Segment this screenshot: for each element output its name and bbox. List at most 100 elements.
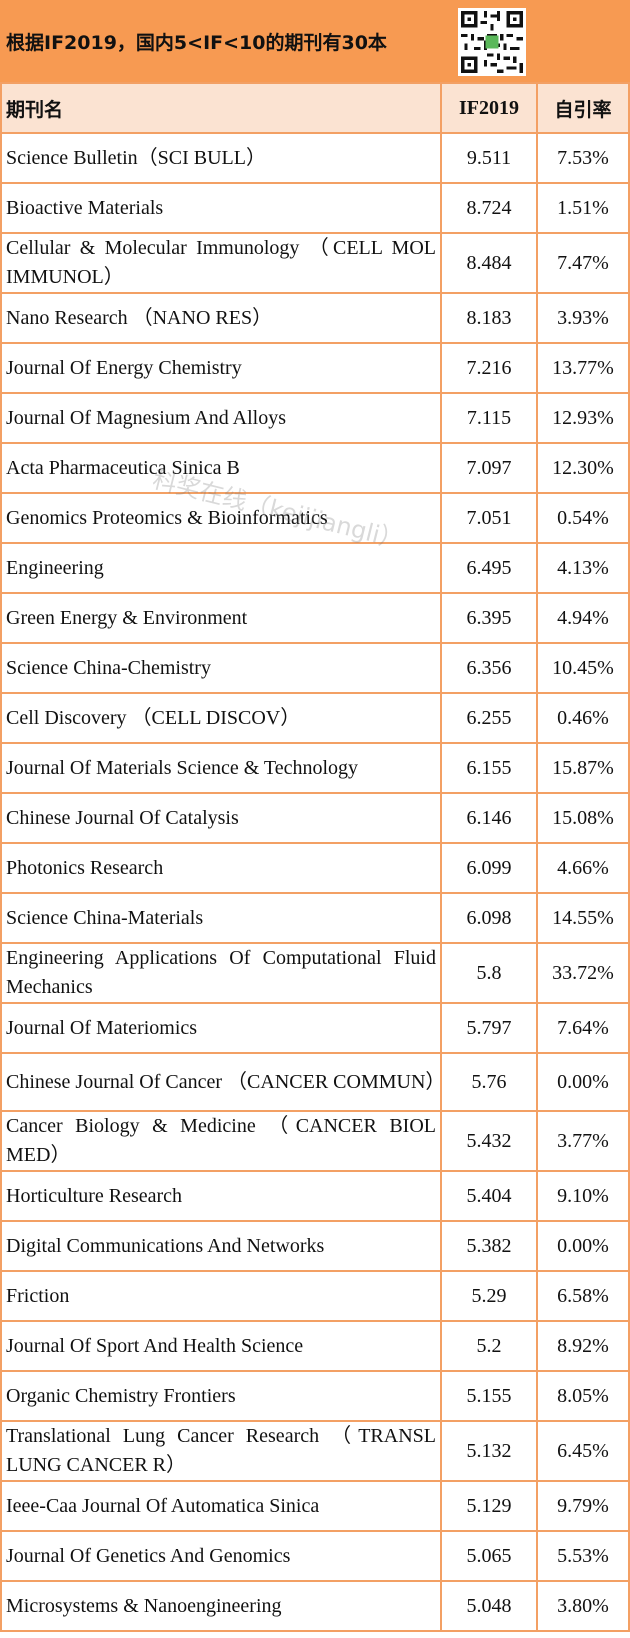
column-header-journal: 期刊名: [0, 82, 442, 134]
if2019-cell: 8.724: [440, 182, 538, 234]
self-citation-cell: 7.47%: [536, 232, 630, 294]
journal-name-cell: Translational Lung Cancer Research （TRAN…: [0, 1420, 442, 1482]
title-bar: 根据IF2019，国内5<IF<10的期刊有30本: [0, 0, 630, 82]
journal-name-cell: Nano Research （NANO RES）: [0, 292, 442, 344]
self-citation-cell: 12.93%: [536, 392, 630, 444]
table-row: Organic Chemistry Frontiers 5.155 8.05%: [0, 1370, 630, 1422]
table-row: Photonics Research 6.099 4.66%: [0, 842, 630, 894]
if2019-cell: 6.395: [440, 592, 538, 644]
if2019-cell: 9.511: [440, 132, 538, 184]
if2019-cell: 7.051: [440, 492, 538, 544]
column-header-if2019: IF2019: [440, 82, 538, 134]
journal-name-cell: Journal Of Sport And Health Science: [0, 1320, 442, 1372]
if2019-cell: 6.099: [440, 842, 538, 894]
journal-name-cell: Cellular & Molecular Immunology （CELL MO…: [0, 232, 442, 294]
table-row: Translational Lung Cancer Research （TRAN…: [0, 1420, 630, 1482]
journal-name-cell: Photonics Research: [0, 842, 442, 894]
if2019-cell: 5.797: [440, 1002, 538, 1054]
table-row: Chinese Journal Of Catalysis 6.146 15.08%: [0, 792, 630, 844]
table-row: Genomics Proteomics & Bioinformatics 7.05…: [0, 492, 630, 544]
table-row: Bioactive Materials 8.724 1.51%: [0, 182, 630, 234]
table-row: Chinese Journal Of Cancer （CANCER COMMUN…: [0, 1052, 630, 1112]
self-citation-cell: 0.00%: [536, 1052, 630, 1112]
qr-code-icon: [458, 8, 526, 76]
if2019-cell: 5.048: [440, 1580, 538, 1632]
self-citation-cell: 5.53%: [536, 1530, 630, 1582]
self-citation-cell: 8.92%: [536, 1320, 630, 1372]
table-row: Horticulture Research 5.404 9.10%: [0, 1170, 630, 1222]
if2019-cell: 5.432: [440, 1110, 538, 1172]
if2019-cell: 5.132: [440, 1420, 538, 1482]
self-citation-cell: 7.64%: [536, 1002, 630, 1054]
self-citation-cell: 1.51%: [536, 182, 630, 234]
self-citation-cell: 4.13%: [536, 542, 630, 594]
table-row: Engineering 6.495 4.13%: [0, 542, 630, 594]
page-title: 根据IF2019，国内5<IF<10的期刊有30本: [6, 32, 387, 54]
journal-name-cell: Journal Of Energy Chemistry: [0, 342, 442, 394]
journal-name-cell: Green Energy & Environment: [0, 592, 442, 644]
if2019-cell: 7.097: [440, 442, 538, 494]
table-row: Digital Communications And Networks 5.382…: [0, 1220, 630, 1272]
self-citation-cell: 4.94%: [536, 592, 630, 644]
journal-table: 期刊名 IF2019 自引率 Science Bulletin（SCI BULL…: [0, 82, 630, 1632]
if2019-cell: 8.484: [440, 232, 538, 294]
self-citation-cell: 6.58%: [536, 1270, 630, 1322]
self-citation-cell: 15.87%: [536, 742, 630, 794]
table-row: Journal Of Energy Chemistry 7.216 13.77%: [0, 342, 630, 394]
journal-name-cell: Ieee-Caa Journal Of Automatica Sinica: [0, 1480, 442, 1532]
self-citation-cell: 8.05%: [536, 1370, 630, 1422]
if2019-cell: 6.255: [440, 692, 538, 744]
column-header-self-citation: 自引率: [536, 82, 630, 134]
if2019-cell: 7.216: [440, 342, 538, 394]
self-citation-cell: 7.53%: [536, 132, 630, 184]
table-header-row: 期刊名 IF2019 自引率: [0, 82, 630, 134]
self-citation-cell: 33.72%: [536, 942, 630, 1004]
journal-name-cell: Friction: [0, 1270, 442, 1322]
table-row: Journal Of Magnesium And Alloys 7.115 12.9…: [0, 392, 630, 444]
self-citation-cell: 9.10%: [536, 1170, 630, 1222]
table-row: Green Energy & Environment 6.395 4.94%: [0, 592, 630, 644]
journal-name-cell: Horticulture Research: [0, 1170, 442, 1222]
if2019-cell: 5.8: [440, 942, 538, 1004]
if2019-cell: 6.098: [440, 892, 538, 944]
self-citation-cell: 15.08%: [536, 792, 630, 844]
if2019-cell: 5.382: [440, 1220, 538, 1272]
if2019-cell: 6.356: [440, 642, 538, 694]
table-row: Science China-Materials 6.098 14.55%: [0, 892, 630, 944]
journal-name-cell: Acta Pharmaceutica Sinica B: [0, 442, 442, 494]
table-row: Nano Research （NANO RES） 8.183 3.93%: [0, 292, 630, 344]
journal-name-cell: Engineering Applications Of Computationa…: [0, 942, 442, 1004]
self-citation-cell: 4.66%: [536, 842, 630, 894]
if2019-cell: 5.76: [440, 1052, 538, 1112]
if2019-cell: 5.065: [440, 1530, 538, 1582]
if2019-cell: 8.183: [440, 292, 538, 344]
journal-name-cell: Science China-Materials: [0, 892, 442, 944]
journal-name-cell: Journal Of Materiomics: [0, 1002, 442, 1054]
journal-name-cell: Cancer Biology & Medicine （CANCER BIOL M…: [0, 1110, 442, 1172]
table-row: Ieee-Caa Journal Of Automatica Sinica 5.1…: [0, 1480, 630, 1532]
table-row: Journal Of Materiomics 5.797 7.64%: [0, 1002, 630, 1054]
self-citation-cell: 14.55%: [536, 892, 630, 944]
self-citation-cell: 6.45%: [536, 1420, 630, 1482]
if2019-cell: 6.155: [440, 742, 538, 794]
journal-name-cell: Genomics Proteomics & Bioinformatics: [0, 492, 442, 544]
table-row: Cancer Biology & Medicine （CANCER BIOL M…: [0, 1110, 630, 1172]
table-row: Journal Of Genetics And Genomics 5.065 5.5…: [0, 1530, 630, 1582]
table-row: Acta Pharmaceutica Sinica B 7.097 12.30%: [0, 442, 630, 494]
if2019-cell: 5.404: [440, 1170, 538, 1222]
journal-name-cell: Engineering: [0, 542, 442, 594]
self-citation-cell: 10.45%: [536, 642, 630, 694]
if2019-cell: 5.155: [440, 1370, 538, 1422]
if2019-cell: 7.115: [440, 392, 538, 444]
journal-name-cell: Journal Of Materials Science & Technolog…: [0, 742, 442, 794]
self-citation-cell: 13.77%: [536, 342, 630, 394]
if2019-cell: 6.495: [440, 542, 538, 594]
if2019-cell: 5.129: [440, 1480, 538, 1532]
self-citation-cell: 3.80%: [536, 1580, 630, 1632]
table-row: Cellular & Molecular Immunology （CELL MO…: [0, 232, 630, 294]
table-row: Journal Of Sport And Health Science 5.2 8.…: [0, 1320, 630, 1372]
if2019-cell: 5.2: [440, 1320, 538, 1372]
if2019-cell: 6.146: [440, 792, 538, 844]
if2019-cell: 5.29: [440, 1270, 538, 1322]
table-row: Friction 5.29 6.58%: [0, 1270, 630, 1322]
